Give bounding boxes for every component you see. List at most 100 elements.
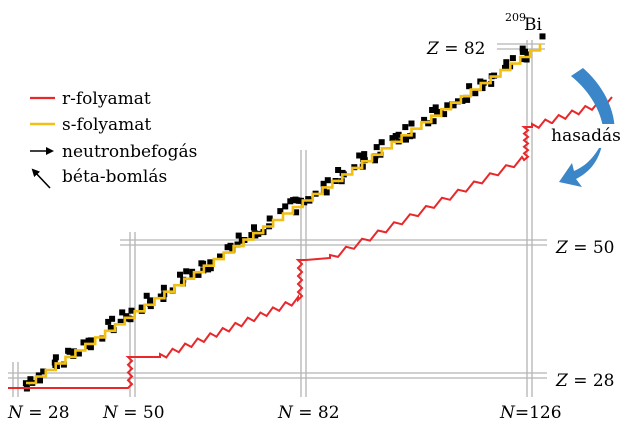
stable-nucleus <box>519 56 526 63</box>
stable-nucleus <box>441 111 448 118</box>
stable-nucleus <box>252 232 259 239</box>
stable-nucleus <box>147 297 154 304</box>
stable-nucleus <box>227 242 234 249</box>
stable-nucleus <box>75 350 82 357</box>
stable-nucleus <box>503 59 510 66</box>
legend-s-process: s-folyamat <box>62 115 151 135</box>
stable-nucleus <box>509 55 516 62</box>
stable-nucleus <box>37 377 43 384</box>
stable-nucleus <box>105 318 112 325</box>
stable-nucleus <box>282 203 289 210</box>
stable-nucleus <box>147 303 154 310</box>
stable-nucleus <box>87 337 94 344</box>
z-28-label: Z = 28 <box>555 371 615 391</box>
stable-nucleus <box>298 197 304 204</box>
stable-nucleus <box>324 177 331 184</box>
stable-nucleus <box>464 96 471 103</box>
stable-nucleus <box>395 131 402 138</box>
n-28-label: N = 28 <box>7 403 70 423</box>
s-process-path <box>26 44 542 385</box>
stable-nucleus <box>479 85 486 92</box>
stable-nucleus <box>373 144 380 151</box>
stable-nucleus <box>80 339 87 346</box>
stable-nucleus <box>217 253 223 260</box>
stable-nucleus <box>477 78 484 85</box>
stable-nucleus <box>138 304 145 311</box>
stable-nucleus <box>177 271 183 278</box>
curved-arrow-icon <box>559 68 615 187</box>
stable-nucleus <box>524 51 531 58</box>
n-82-label: N = 82 <box>277 403 340 423</box>
stable-nucleus <box>207 265 214 272</box>
stable-nucleus <box>472 90 479 97</box>
stable-nucleus <box>87 344 94 351</box>
legend: r-folyamat s-folyamat neutronbefogás bét… <box>30 89 197 189</box>
stable-nucleus <box>335 167 342 173</box>
n-50-label: N = 50 <box>102 403 165 423</box>
stable-nucleus <box>403 136 409 143</box>
z-82-label: Z = 82 <box>426 39 486 59</box>
stable-nucleus <box>356 152 363 159</box>
stable-nucleus <box>109 315 116 322</box>
stable-nucleus <box>434 109 441 115</box>
stable-nucleus <box>248 232 255 239</box>
stable-nucleus <box>22 380 29 387</box>
stable-nucleus <box>539 33 546 40</box>
stable-nucleus <box>450 102 457 109</box>
stable-nucleus <box>323 189 330 196</box>
mass-number: 209 <box>505 11 526 24</box>
stable-nucleus <box>266 215 273 222</box>
stable-nucleus <box>117 318 124 325</box>
diagonal-arrow-icon <box>31 168 51 189</box>
stable-nucleus <box>293 209 300 216</box>
stable-nucleus <box>372 153 379 160</box>
stable-nucleus <box>523 56 530 63</box>
stable-nucleus <box>169 287 176 294</box>
z-50-label: Z = 50 <box>555 238 615 258</box>
stable-nucleus <box>235 232 242 239</box>
stable-nucleus <box>200 260 207 267</box>
stable-nucleus <box>234 241 241 248</box>
stable-nucleus <box>143 292 150 299</box>
stable-nucleus <box>421 116 428 123</box>
stable-nucleus <box>429 107 436 113</box>
stable-nucleus <box>66 348 73 355</box>
fission-label: hasadás <box>551 126 621 146</box>
stable-nucleus <box>378 139 385 146</box>
stable-nucleus <box>195 271 202 278</box>
stable-nucleus <box>466 83 473 90</box>
stable-nucleus <box>444 102 451 109</box>
stable-nucleus <box>432 104 439 111</box>
stable-nucleus <box>389 135 396 142</box>
stable-nucleus <box>277 208 284 215</box>
stable-nucleus <box>519 45 526 52</box>
stable-nucleus <box>459 97 466 104</box>
stable-nucleus <box>71 348 77 355</box>
stable-nucleus <box>160 284 167 291</box>
stable-nucleus <box>372 157 378 164</box>
stable-nucleus <box>320 180 327 187</box>
r-process-path <box>8 96 613 389</box>
stable-nucleus <box>301 199 308 206</box>
stable-nucleus <box>408 120 415 127</box>
stable-nucleus <box>189 271 196 278</box>
n-126-label: N=126 <box>499 403 562 423</box>
legend-neutron-capture: neutronbefogás <box>62 142 197 162</box>
stable-nucleus <box>183 268 190 275</box>
stable-nucleus <box>361 151 368 158</box>
magic-number-lines <box>8 40 547 397</box>
legend-beta-decay: béta-bomlás <box>62 167 167 187</box>
stable-nucleus <box>502 64 508 71</box>
stable-nucleus <box>402 124 409 131</box>
stable-nucleus <box>455 98 461 105</box>
stable-nucleus <box>128 307 135 314</box>
stable-nucleus <box>251 224 257 231</box>
stable-nucleus <box>430 118 437 125</box>
legend-r-process: r-folyamat <box>62 89 151 109</box>
stable-nucleus <box>52 354 59 361</box>
stable-nucleus <box>127 316 134 323</box>
stable-nucleus <box>119 309 126 316</box>
stable-nucleus <box>40 368 47 375</box>
